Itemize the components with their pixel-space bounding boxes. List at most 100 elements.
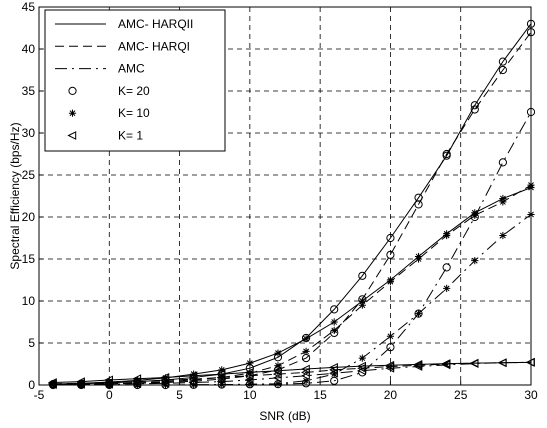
data-point [216, 373, 226, 382]
data-point [443, 284, 451, 292]
data-point [76, 379, 85, 389]
data-point [498, 65, 507, 75]
series-line [53, 184, 532, 386]
legend-marker-sample [68, 109, 77, 117]
data-point [499, 231, 507, 240]
legend-entry: K= 1 [67, 129, 143, 143]
data-point [386, 343, 395, 352]
series-line [53, 31, 532, 386]
data-point [386, 250, 395, 259]
series-line [53, 214, 532, 386]
series-line [53, 361, 532, 383]
x-tick-label: 25 [454, 388, 468, 402]
legend-label: AMC- HARQI [118, 39, 190, 53]
legend-entry: AMC- HARQI [55, 39, 190, 53]
data-point [188, 378, 198, 387]
x-tick-label: 10 [243, 388, 257, 402]
legend-entry: AMC [55, 62, 145, 76]
y-tick-label: 40 [22, 42, 36, 56]
data-point [358, 271, 367, 280]
data-point [302, 347, 310, 355]
data-point [441, 360, 451, 370]
data-point [272, 373, 282, 383]
data-point [244, 371, 254, 381]
series-line [53, 111, 532, 386]
data-point [358, 354, 366, 362]
data-point [330, 370, 338, 378]
legend-entry: K= 10 [68, 106, 150, 120]
data-point [246, 359, 254, 367]
data-point [302, 377, 310, 385]
data-point [386, 332, 395, 340]
x-tick-label: 20 [384, 388, 398, 402]
legend-entry: K= 20 [68, 84, 150, 98]
x-tick-label: 30 [524, 388, 538, 402]
data-point [442, 149, 451, 159]
x-tick-label: 0 [106, 388, 113, 402]
series-line [53, 187, 532, 385]
data-point [218, 366, 226, 374]
y-tick-label: 45 [22, 0, 36, 14]
legend-entry: AMC- HARQII [55, 17, 193, 31]
data-point [357, 366, 367, 376]
y-axis-label: Spectral Efficiency (bps/Hz) [8, 122, 22, 269]
legend-label: K= 20 [118, 84, 150, 98]
data-point [498, 158, 507, 167]
x-tick-label: -5 [34, 388, 45, 402]
data-point [413, 362, 423, 371]
x-tick-label: 5 [176, 388, 183, 402]
data-point [470, 212, 479, 222]
data-point [300, 371, 310, 381]
data-point [442, 263, 451, 272]
data-point [329, 368, 338, 378]
data-point [274, 349, 282, 357]
data-point [330, 305, 339, 314]
series-4 [49, 181, 535, 389]
series-7 [49, 210, 535, 389]
legend: AMC- HARQII AMC- HARQI AMC K= 20 K= 10 K= 1 [44, 9, 226, 152]
series-line [53, 361, 532, 385]
data-point [498, 57, 507, 66]
data-point [386, 278, 395, 286]
series-1 [49, 184, 535, 388]
x-tick-label: 15 [313, 388, 327, 402]
y-tick-label: 5 [28, 336, 35, 350]
data-point [330, 318, 338, 326]
data-point [274, 380, 282, 388]
data-point [414, 200, 423, 209]
plot-frame [38, 6, 532, 386]
data-point [358, 297, 366, 305]
y-tick-label: 20 [22, 210, 36, 224]
data-point [132, 379, 142, 389]
data-point [274, 362, 282, 370]
y-tick-label: 30 [22, 126, 36, 140]
legend-label: K= 10 [118, 106, 150, 120]
data-point [414, 310, 423, 318]
y-tick-label: 0 [28, 378, 35, 392]
data-point [471, 211, 479, 219]
y-tick-label: 15 [22, 252, 36, 266]
data-point [358, 301, 366, 309]
legend-label: K= 1 [118, 129, 143, 143]
data-point [499, 198, 507, 206]
legend-marker-sample [68, 86, 77, 96]
data-point [470, 105, 479, 114]
x-axis-label: SNR (dB) [259, 409, 310, 423]
data-point [216, 377, 226, 387]
legend-label: AMC [118, 62, 145, 76]
legend-box [44, 9, 226, 152]
data-point [302, 335, 310, 343]
data-point [385, 363, 395, 373]
data-point [330, 326, 338, 334]
data-point [471, 257, 479, 265]
data-point [414, 255, 423, 263]
data-point [469, 359, 479, 368]
legend-label: AMC- HARQII [118, 17, 193, 31]
y-tick-label: 25 [22, 168, 36, 182]
data-point [386, 233, 395, 243]
legend-marker-sample [67, 131, 77, 140]
data-point [497, 358, 507, 368]
y-tick-label: 35 [22, 84, 36, 98]
